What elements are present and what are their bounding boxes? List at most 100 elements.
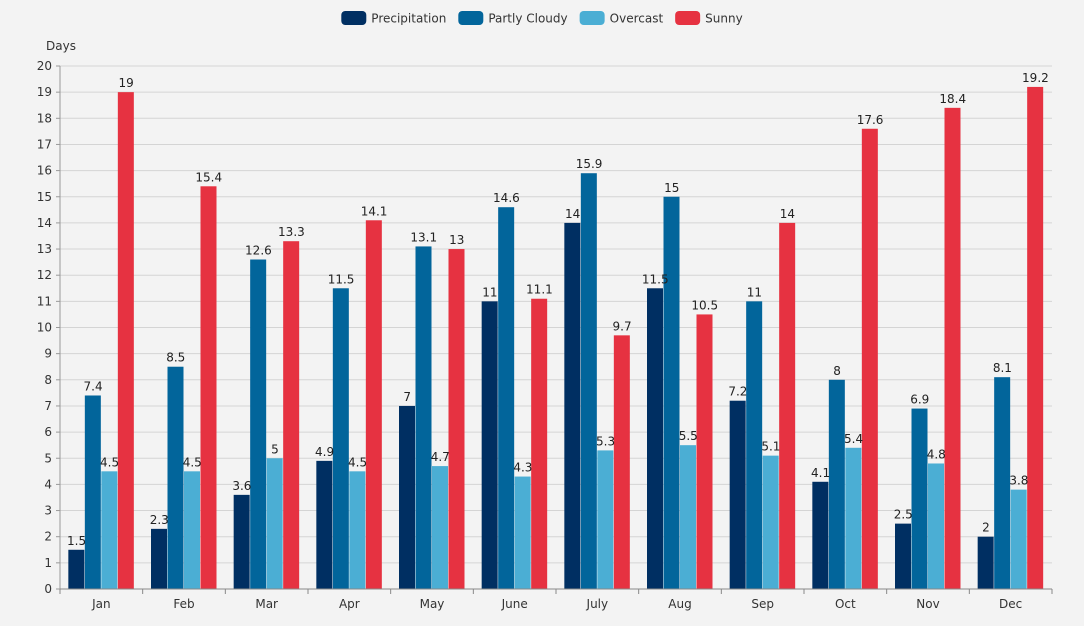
data-label: 6.9 <box>910 393 929 407</box>
bar-precipitation[interactable] <box>481 301 498 589</box>
bar-overcast[interactable] <box>928 463 944 589</box>
bar-overcast[interactable] <box>1010 489 1027 589</box>
y-tick-label: 7 <box>44 399 52 413</box>
legend-label: Overcast <box>610 12 664 26</box>
data-label: 19.2 <box>1022 71 1049 85</box>
y-tick-label: 18 <box>37 111 52 125</box>
x-tick-label: July <box>586 597 609 611</box>
bar-precipitation[interactable] <box>564 222 581 589</box>
x-tick-label: Aug <box>668 597 691 611</box>
bar-sunny[interactable] <box>365 220 382 589</box>
bar-partly-cloudy[interactable] <box>84 395 101 589</box>
bar-sunny[interactable] <box>613 335 630 589</box>
legend-item-sunny[interactable]: Sunny <box>675 11 743 26</box>
bar-overcast[interactable] <box>762 455 779 589</box>
data-label: 11 <box>747 285 762 299</box>
data-label: 8.1 <box>993 361 1012 375</box>
data-label: 3.6 <box>232 479 251 493</box>
bar-overcast[interactable] <box>266 458 283 589</box>
data-label: 4.5 <box>100 455 119 469</box>
bar-precipitation[interactable] <box>233 494 250 589</box>
bar-precipitation[interactable] <box>647 288 663 589</box>
data-label: 5 <box>271 442 279 456</box>
bar-overcast[interactable] <box>845 447 862 589</box>
bar-sunny[interactable] <box>779 222 796 589</box>
bar-partly-cloudy[interactable] <box>911 408 928 589</box>
data-label: 1.5 <box>67 534 86 548</box>
data-label: 4.5 <box>183 455 202 469</box>
bar-precipitation[interactable] <box>151 528 167 589</box>
legend-swatch <box>341 11 367 25</box>
legend-item-precipitation[interactable]: Precipitation <box>341 11 446 26</box>
bar-precipitation[interactable] <box>68 549 85 589</box>
bar-precipitation[interactable] <box>895 523 911 589</box>
data-label: 4.9 <box>315 445 334 459</box>
bar-sunny[interactable] <box>283 241 300 589</box>
bar-sunny[interactable] <box>200 186 217 590</box>
legend-label: Partly Cloudy <box>488 12 567 26</box>
data-label: 14.1 <box>361 204 388 218</box>
data-label: 7 <box>403 390 411 404</box>
data-label: 4.8 <box>927 447 946 461</box>
legend-swatch <box>675 11 701 25</box>
y-tick-label: 0 <box>44 582 52 596</box>
data-label: 11.5 <box>642 272 669 286</box>
bar-sunny[interactable] <box>944 107 961 589</box>
bar-overcast[interactable] <box>101 471 118 589</box>
data-label: 2.3 <box>150 513 169 527</box>
bar-overcast[interactable] <box>597 450 614 589</box>
y-tick-label: 10 <box>37 321 52 335</box>
y-tick-label: 20 <box>37 59 52 73</box>
data-label: 14 <box>565 207 580 221</box>
bar-sunny[interactable] <box>117 92 134 590</box>
data-label: 5.3 <box>596 434 615 448</box>
y-tick-label: 16 <box>37 164 52 178</box>
bar-partly-cloudy[interactable] <box>498 207 515 589</box>
data-label: 9.7 <box>613 319 632 333</box>
data-label: 14.6 <box>493 191 520 205</box>
bar-sunny[interactable] <box>1027 86 1044 590</box>
data-label: 5.1 <box>761 440 780 454</box>
bar-precipitation[interactable] <box>812 481 829 589</box>
data-label: 15 <box>664 181 679 195</box>
bar-sunny[interactable] <box>448 249 465 590</box>
data-label: 18.4 <box>939 92 966 106</box>
bar-sunny[interactable] <box>696 314 713 589</box>
data-label: 2.5 <box>894 508 913 522</box>
bar-sunny[interactable] <box>531 298 548 589</box>
bar-partly-cloudy[interactable] <box>746 301 763 589</box>
bar-partly-cloudy[interactable] <box>250 259 267 589</box>
bar-overcast[interactable] <box>432 466 448 589</box>
bar-overcast[interactable] <box>349 471 366 589</box>
legend-item-overcast[interactable]: Overcast <box>579 11 664 26</box>
bar-overcast[interactable] <box>514 476 531 589</box>
y-tick-label: 19 <box>37 85 52 99</box>
x-tick-label: Sep <box>751 597 774 611</box>
x-tick-label: June <box>501 597 528 611</box>
bar-precipitation[interactable] <box>399 405 415 589</box>
bar-partly-cloudy[interactable] <box>663 196 680 589</box>
data-label: 4.1 <box>811 466 830 480</box>
bar-partly-cloudy[interactable] <box>332 288 349 589</box>
y-tick-label: 2 <box>44 530 52 544</box>
bar-partly-cloudy[interactable] <box>167 366 184 589</box>
bar-partly-cloudy[interactable] <box>580 173 597 589</box>
x-tick-label: Nov <box>916 597 939 611</box>
bar-precipitation[interactable] <box>729 400 746 589</box>
bar-partly-cloudy[interactable] <box>994 377 1011 589</box>
bar-overcast[interactable] <box>680 445 696 589</box>
y-tick-label: 11 <box>37 294 52 308</box>
bar-sunny[interactable] <box>861 128 878 589</box>
x-axis: Jan Feb Mar Apr May June July Aug Sep Oct Nov Dec <box>59 588 1053 611</box>
legend[interactable]: Precipitation Partly Cloudy Overcast Sunny <box>341 11 743 26</box>
data-label: 19 <box>118 76 133 90</box>
bar-precipitation[interactable] <box>316 460 333 589</box>
bar-partly-cloudy[interactable] <box>415 246 432 589</box>
bar-overcast[interactable] <box>184 471 200 589</box>
legend-item-partly-cloudy[interactable]: Partly Cloudy <box>458 11 568 26</box>
data-label: 15.4 <box>195 170 222 184</box>
bar-precipitation[interactable] <box>977 536 994 589</box>
data-label: 2 <box>982 521 990 535</box>
bar-partly-cloudy[interactable] <box>828 379 845 589</box>
